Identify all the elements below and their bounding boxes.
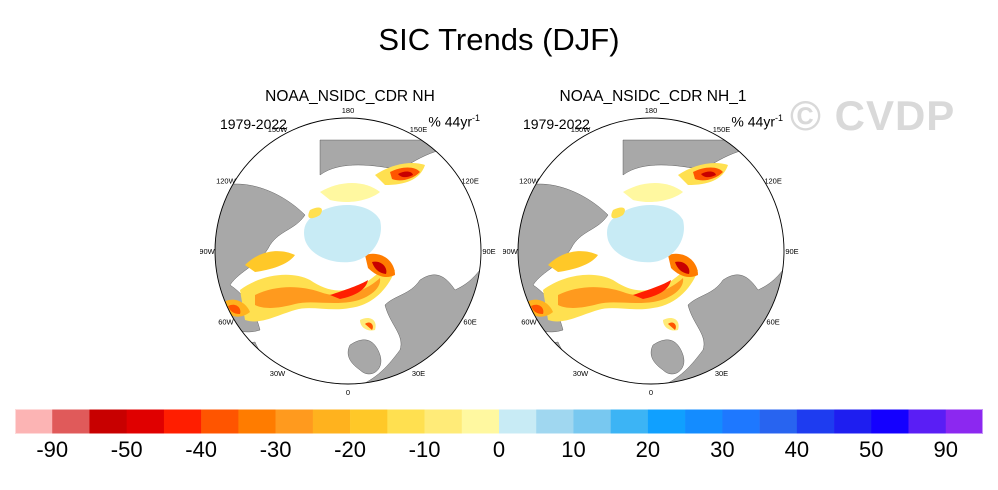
colorbar-box (647, 409, 686, 434)
colorbar-label: 10 (561, 437, 586, 462)
longitude-label: 60E (463, 318, 476, 327)
longitude-label: 90W (503, 247, 519, 256)
colorbar-label: 40 (784, 437, 810, 462)
colorbar-box (536, 409, 574, 434)
colorbar-label: 90 (933, 437, 959, 462)
polar-stereographic-map: 180 150E 120E 90E 60E 30E 0 30W 60W 90W 120W 150W (200, 106, 496, 397)
colorbar-box (759, 409, 798, 434)
colorbar-box (15, 409, 53, 434)
longitude-label: 60W (218, 318, 234, 327)
colorbar-label: 0 (492, 437, 506, 462)
longitude-label: 150W (571, 125, 592, 134)
panel-period: 1979-2022 (220, 116, 287, 132)
colorbar-box (610, 409, 649, 434)
colorbar-box (499, 409, 537, 434)
figure-title: SIC Trends (DJF) (378, 22, 620, 57)
longitude-label: 90W (200, 247, 216, 256)
panel-units: % 44yr-1 (428, 113, 480, 130)
map-panel-2: NOAA_NSIDC_CDR NH_1 1979-2022 % 44yr-1 (503, 80, 803, 400)
longitude-label: 60W (521, 318, 537, 327)
panel-units: % 44yr-1 (731, 113, 783, 130)
colorbar-label: -90 (36, 437, 69, 462)
longitude-label: 0 (649, 388, 653, 397)
colorbar-label: 30 (710, 437, 735, 462)
longitude-label: 0 (346, 388, 350, 397)
map-panel-1: NOAA_NSIDC_CDR NH 1979-2022 % 44yr-1 (200, 80, 500, 400)
longitude-label: 30W (270, 369, 286, 378)
colorbar-label: -40 (185, 437, 218, 462)
longitude-label: 120W (216, 177, 237, 186)
cvdp-watermark: © CVDP (790, 92, 956, 139)
longitude-label: 90E (785, 247, 798, 256)
colorbar-box (908, 409, 947, 434)
colorbar-label: -50 (110, 437, 143, 462)
colorbar-box (387, 409, 425, 434)
colorbar-label: -20 (334, 437, 366, 462)
longitude-label: 30E (412, 369, 425, 378)
colorbar-box (312, 409, 351, 434)
longitude-label: 60E (766, 318, 779, 327)
colorbar-label: 50 (859, 437, 884, 462)
colorbar (15, 409, 983, 434)
colorbar-box (201, 409, 239, 434)
colorbar-label: -30 (259, 437, 292, 462)
colorbar-box (573, 409, 611, 434)
colorbar-label: 20 (635, 437, 661, 462)
longitude-label: 120W (519, 177, 540, 186)
longitude-label: 180 (645, 106, 658, 115)
colorbar-label: -10 (408, 437, 441, 462)
panel-title: NOAA_NSIDC_CDR NH (265, 88, 435, 105)
panel-title: NOAA_NSIDC_CDR NH_1 (559, 88, 747, 105)
colorbar-box (275, 409, 314, 434)
longitude-label: 120E (461, 177, 479, 186)
colorbar-box (89, 409, 127, 434)
colorbar-box (945, 409, 983, 434)
longitude-label: 150W (268, 125, 289, 134)
colorbar-box (685, 409, 723, 434)
colorbar-box (834, 409, 872, 434)
colorbar-box (461, 409, 500, 434)
colorbar-box (796, 409, 835, 434)
colorbar-box (722, 409, 760, 434)
colorbar-box (350, 409, 388, 434)
longitude-label: 30E (715, 369, 728, 378)
polar-stereographic-map: 180 150E 120E 90E 60E 30E 0 30W 60W 90W 120W 150W (503, 106, 799, 397)
colorbar-box (52, 409, 90, 434)
colorbar-box (871, 409, 909, 434)
longitude-label: 90E (482, 247, 495, 256)
colorbar-box (424, 409, 463, 434)
longitude-label: 30W (573, 369, 589, 378)
longitude-label: 150E (410, 125, 428, 134)
longitude-label: 150E (713, 125, 731, 134)
colorbar-box (238, 409, 276, 434)
colorbar-box (126, 409, 165, 434)
panel-period: 1979-2022 (523, 116, 590, 132)
colorbar-box (163, 409, 202, 434)
longitude-label: 120E (764, 177, 782, 186)
longitude-label: 180 (342, 106, 355, 115)
